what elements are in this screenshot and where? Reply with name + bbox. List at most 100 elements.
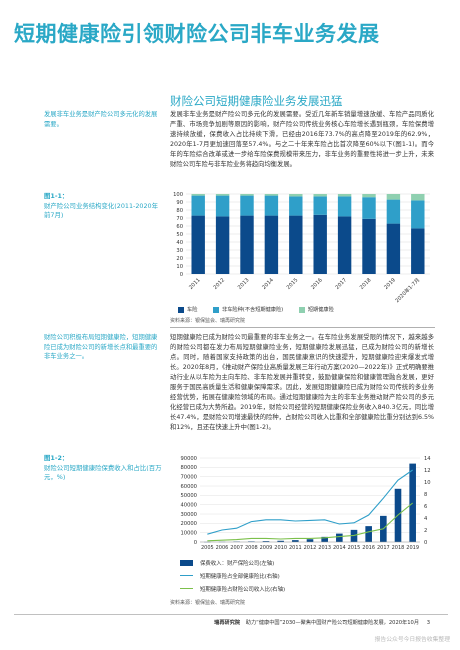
divider [170,327,435,328]
bar-segment [411,200,425,229]
chart-business-structure: 0 10 20 30 40 50 60 70 80 90 100 2011 2012 2013 2014 20… [173,192,430,304]
bar-segment [289,215,303,274]
x-tick-label: 2017 [377,545,390,551]
page-title: 短期健康险引领财险公司非车业务发展 [14,22,380,46]
side-note-1: 发展非车业务是财产险公司多元化的发展需要。 [44,111,158,128]
figure-1-caption: 财产险公司业务结构变化(2011-2020年前7月) [44,201,159,220]
side-note-2: 财险公司积极布局短期健康险，短期健康险已成为财险公司的新增长点和最重要的非车业务… [44,334,158,360]
x-tick-label: 2013 [237,277,251,291]
bar-segment [337,216,352,274]
y-right-tick-label: 4 [424,516,428,522]
premium-bar [321,536,328,542]
figure-1-source: 资料来源：银保监会、瑞再研究院 [170,318,246,324]
premium-bar [277,540,284,542]
x-tick-label: 2009 [260,545,273,551]
bar-segment [240,215,254,274]
y-tick-label: 80 [176,208,183,214]
footer: 瑞再研究院 助力“健康中国”2030—聚焦中国财产险公司短期健康险发展，2020… [214,619,430,626]
bar-segment [191,194,205,196]
bar-segment [411,194,425,201]
y-tick-label: 60 [176,224,183,230]
x-tick-label: 2016 [310,277,324,291]
y-right-tick-label: 14 [424,456,431,462]
y-left-tick-label: 40000 [180,502,197,508]
legend-item-share-pc: 短期健康险占财险公司收入比(右轴) [180,582,285,595]
y-right-tick-label: 2 [424,528,427,534]
legend-item-non-auto: 非车险种(不含短期健康险) [213,306,283,313]
x-tick-label: 2011 [188,277,202,291]
y-left-tick-label: 30000 [180,512,197,518]
chart-health-premium: 0 10000 20000 30000 40000 50000 60000 70000 8000… [180,456,431,551]
y-tick-label: 30 [176,248,183,254]
bar-segment [337,194,352,197]
y-left-tick-label: 90000 [180,456,197,462]
y-tick-label: 0 [180,272,183,278]
x-tick-label: 2010 [274,545,287,551]
y-tick-label: 70 [176,216,183,222]
premium-bar [365,526,372,542]
x-tick-label: 2006 [216,545,229,551]
chart-1-legend: 车险 非车险种(不含短期健康险) 短期健康险 [178,306,348,315]
bar-segment [289,194,303,197]
premium-bar [292,540,299,542]
x-tick-label: 2017 [335,277,349,291]
y-right-tick-label: 8 [424,492,427,498]
section-heading: 财险公司短期健康险业务发展迅猛 [170,94,343,108]
bar-segment [215,195,230,217]
bar-segment [240,194,254,196]
page-number: 3 [426,620,430,626]
bar-segment [264,195,279,216]
y-tick-label: 40 [176,240,183,246]
legend-swatch-premium [180,559,193,566]
legend-swatch-auto [178,306,184,313]
y-left-tick-label: 80000 [180,465,197,471]
footer-divider [14,614,448,615]
paragraph-2: 短期健康险已成为财险公司最重要的非车业务之一。在车险业务发展受限的情况下，越来越… [170,334,434,431]
figure-2-caption: 财险公司短期健康险保费收入和占比(百万元，%) [44,463,162,482]
x-tick-label: 2019 [383,277,397,291]
bar-segment [313,214,327,274]
legend-item-auto: 车险 [178,306,197,313]
x-tick-label: 2014 [261,277,275,291]
x-tick-label: 2018 [359,277,373,291]
bar-segment [337,196,352,217]
figure-2-number: 图1-2： [44,454,69,462]
premium-bar [409,463,416,542]
x-tick-label: 2008 [245,545,258,551]
x-tick-label: 2015 [286,277,300,291]
chart-2-legend: 保费收入：财产保险公司(左轴) 短期健康险占全部健康险比(右轴) 短期健康险占财… [180,556,285,595]
x-tick-label: 2011 [289,545,302,551]
y-left-tick-label: 70000 [180,474,197,480]
x-tick-label: 2016 [362,545,375,551]
x-tick-label: 2020年1-7月 [393,276,421,304]
y-tick-label: 10 [176,264,183,270]
x-tick-label: 2005 [201,545,214,551]
figure-1-number: 图1-1： [44,192,69,200]
premium-bar [248,541,255,542]
bar-segment [362,197,376,219]
bar-segment [386,199,401,224]
paragraph-1: 发展非车业务是财产险公司多元化的发展需要。受近几年新车销量增速放缓、车险产品同质… [170,111,434,168]
bar-segment [215,194,230,196]
bar-segment [264,194,279,196]
premium-bar [262,541,270,542]
bar-segment [362,218,376,274]
legend-item-share-health: 短期健康险占全部健康险比(右轴) [180,569,285,582]
bar-segment [386,194,401,200]
bar-segment [411,228,425,274]
figure-2-label: 图1-2： 财险公司短期健康险保费收入和占比(百万元，%) [44,454,162,483]
legend-swatch-non-auto [213,306,220,313]
figure-1-label: 图1-1： 财产险公司业务结构变化(2011-2020年前7月) [44,192,162,221]
x-tick-label: 2007 [230,545,243,551]
legend-swatch-share-pc [180,588,193,589]
watermark: 报告公众号今日报告收集整理 [374,637,450,643]
x-tick-label: 2012 [304,545,317,551]
bar-segment [289,196,303,216]
y-left-tick-label: 0 [194,540,197,546]
y-right-tick-label: 10 [424,480,431,486]
figure-2-source: 资料来源：银保监会、瑞再研究院 [170,600,246,606]
footer-brand: 瑞再研究院 [214,620,241,626]
x-tick-label: 2019 [406,545,419,551]
series-line [207,502,414,542]
y-tick-label: 50 [176,232,183,238]
